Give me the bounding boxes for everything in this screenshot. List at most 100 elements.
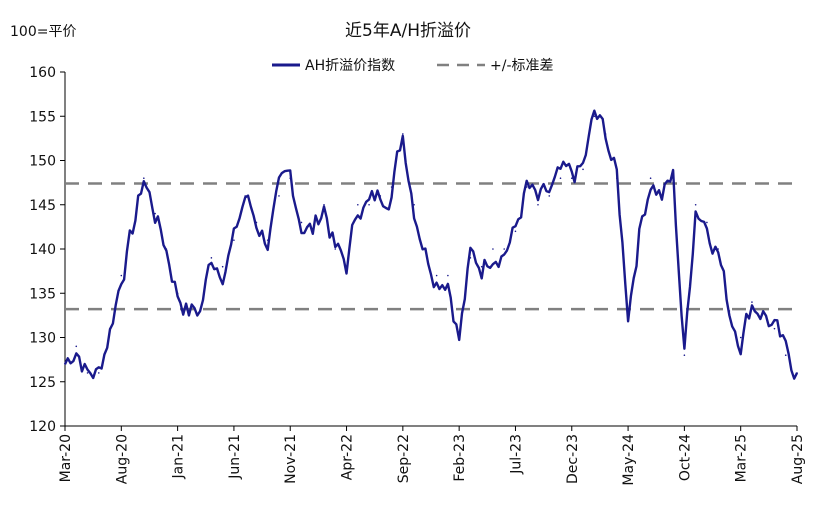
y-tick-label: 140	[29, 242, 56, 258]
x-tick-label: Sep-22	[396, 434, 412, 483]
data-point	[244, 195, 246, 197]
data-point	[683, 354, 686, 357]
data-point	[143, 177, 145, 179]
y-tick-label: 130	[29, 331, 56, 347]
ah-premium-index-line	[63, 109, 799, 380]
data-point	[97, 372, 100, 374]
data-point	[210, 257, 213, 259]
legend-label-std: +/-标准差	[490, 58, 554, 74]
x-tick-label: Dec-23	[565, 434, 581, 484]
legend-label-index: AH折溢价指数	[305, 58, 395, 74]
y-tick-label: 145	[29, 198, 56, 214]
data-point	[289, 177, 292, 179]
data-point	[368, 203, 370, 206]
x-tick-label: Jul-23	[508, 434, 524, 475]
y-tick-label: 150	[29, 154, 56, 170]
y-tick-label: 120	[29, 419, 56, 435]
data-point	[661, 195, 663, 197]
y-tick-label: 135	[29, 286, 56, 302]
std-lines	[65, 182, 797, 311]
data-point	[717, 248, 719, 250]
data-point	[616, 177, 618, 179]
data-point	[694, 203, 697, 206]
data-point	[435, 274, 438, 277]
data-point	[627, 310, 629, 312]
data-point	[255, 221, 258, 224]
unit-label: 100=平价	[10, 24, 76, 40]
data-point	[402, 133, 404, 135]
data-point	[559, 177, 562, 179]
data-point	[503, 248, 506, 250]
y-ticks: 120 125 130 135 140 145 150 155 160	[29, 65, 65, 435]
data-point	[165, 248, 168, 250]
data-point	[492, 248, 494, 250]
data-point	[345, 265, 348, 268]
data-point	[762, 310, 765, 312]
y-tick-label: 160	[29, 65, 56, 81]
data-point	[120, 274, 123, 277]
data-point	[582, 168, 584, 171]
x-tick-label: Jun-21	[227, 434, 243, 480]
data-point	[266, 239, 269, 241]
series-layer	[63, 109, 799, 380]
data-point	[233, 239, 235, 241]
x-tick-label: Aug-20	[114, 434, 130, 484]
x-tick-label: Jan-21	[171, 434, 187, 479]
data-point	[357, 203, 359, 206]
data-point	[706, 221, 708, 224]
data-point	[469, 257, 472, 259]
x-tick-label: Mar-20	[58, 434, 74, 482]
data-point	[593, 115, 596, 118]
data-point	[525, 186, 528, 188]
data-point	[188, 310, 190, 312]
x-tick-label: May-24	[621, 434, 637, 486]
data-point	[75, 345, 78, 348]
data-point	[323, 203, 325, 206]
data-point	[514, 230, 517, 233]
data-point	[570, 177, 573, 179]
data-point	[221, 265, 224, 268]
data-point	[278, 195, 280, 197]
data-point	[300, 221, 303, 224]
y-tick-label: 125	[29, 375, 56, 391]
data-point	[131, 230, 134, 233]
data-point	[86, 372, 89, 374]
x-ticks: Mar-20 Aug-20 Jan-21 Jun-21 Nov-21 Apr-22 Sep-…	[58, 426, 806, 486]
x-tick-label: Nov-21	[283, 434, 299, 484]
legend: AH折溢价指数 +/-标准差	[272, 58, 554, 74]
data-point	[176, 292, 179, 295]
y-tick-label: 155	[29, 109, 56, 125]
data-point	[638, 230, 641, 233]
data-point	[548, 195, 551, 197]
data-point	[672, 177, 674, 179]
data-point	[379, 195, 382, 197]
data-point	[649, 177, 652, 179]
data-point	[751, 301, 753, 303]
data-point	[311, 230, 314, 233]
data-point	[773, 327, 776, 330]
data-point	[728, 310, 731, 312]
data-point	[447, 274, 449, 277]
data-point	[784, 354, 787, 357]
data-point	[537, 203, 539, 206]
data-point	[109, 327, 111, 330]
chart-title: 近5年A/H折溢价	[345, 21, 471, 41]
data-point	[334, 248, 337, 250]
data-point	[390, 186, 393, 188]
data-point	[424, 248, 427, 250]
data-point	[604, 133, 607, 135]
data-point	[480, 265, 483, 268]
data-point	[458, 336, 460, 339]
x-tick-label: Mar-25	[734, 434, 750, 482]
x-tick-label: Apr-22	[340, 434, 356, 480]
x-tick-label: Oct-24	[677, 434, 693, 481]
x-tick-label: Aug-25	[790, 434, 806, 484]
data-point	[154, 212, 156, 215]
x-tick-label: Feb-23	[452, 434, 468, 482]
data-point	[739, 336, 742, 339]
data-point	[796, 372, 798, 374]
data-point	[199, 310, 201, 312]
data-point	[413, 203, 415, 206]
